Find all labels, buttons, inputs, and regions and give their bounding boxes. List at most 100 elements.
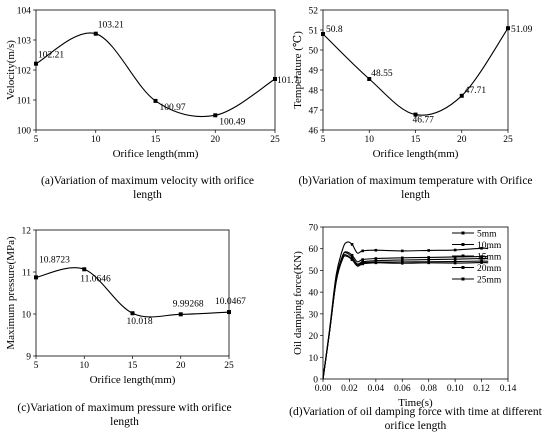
x-tick-label: 5 xyxy=(321,135,326,145)
series-line-10mm xyxy=(322,241,489,380)
x-tick-label: 15 xyxy=(411,135,421,145)
data-label: 103.21 xyxy=(98,21,124,31)
series-line-5mm xyxy=(322,254,489,380)
panel-caption: (a)Variation of maximum velocity with or… xyxy=(41,175,254,187)
y-tick-label: 50 xyxy=(309,47,319,57)
y-tick-label: 30 xyxy=(309,310,319,320)
data-point xyxy=(273,77,277,81)
y-axis-label: Maximum pressure(MPa) xyxy=(5,236,17,350)
y-tick-label: 52 xyxy=(309,7,319,17)
legend-label: 10mm xyxy=(477,241,502,251)
series-point-5mm xyxy=(480,261,483,264)
series-point-15mm xyxy=(480,257,483,260)
y-axis-label: Velocity(m/s) xyxy=(5,40,17,100)
y-tick-label: 104 xyxy=(17,7,32,17)
y-tick-label: 102 xyxy=(17,67,32,77)
x-tick-label: 0.14 xyxy=(500,384,517,394)
series-point-20mm xyxy=(350,253,354,257)
x-tick-label: 0.08 xyxy=(420,384,437,394)
x-tick-label: 15 xyxy=(128,361,138,371)
series-line-20mm xyxy=(322,251,489,380)
legend-marker xyxy=(461,254,465,258)
plot-frame xyxy=(322,226,509,380)
legend-marker xyxy=(461,243,465,246)
panel-caption: (b)Variation of maximum temperature with… xyxy=(298,175,532,187)
data-point xyxy=(34,61,38,66)
series-point-10mm xyxy=(427,249,431,252)
x-tick-label: 0.04 xyxy=(368,384,385,394)
data-point xyxy=(82,267,87,272)
data-label: 100.97 xyxy=(160,103,186,113)
series-point-10mm xyxy=(453,248,457,252)
series-point-10mm xyxy=(374,248,378,252)
series-point-25mm xyxy=(374,260,378,264)
x-tick-label: 0.00 xyxy=(315,384,332,394)
series-point-25mm xyxy=(400,260,404,264)
data-label: 51.09 xyxy=(511,25,533,35)
data-label: 50.8 xyxy=(326,25,343,35)
x-tick-label: 0.06 xyxy=(394,384,411,394)
x-tick-label: 25 xyxy=(224,361,234,371)
series-point-25mm xyxy=(361,261,364,265)
data-point xyxy=(367,77,372,81)
data-point xyxy=(93,31,98,36)
legend-marker xyxy=(461,277,465,281)
y-tick-label: 100 xyxy=(17,127,32,137)
y-tick-label: 10 xyxy=(309,354,319,364)
plot-frame xyxy=(322,9,509,131)
data-point xyxy=(153,98,158,103)
data-label: 102.21 xyxy=(38,51,64,61)
legend-marker xyxy=(461,231,465,235)
y-tick-label: 50 xyxy=(309,267,319,277)
series-point-10mm xyxy=(361,249,364,253)
data-point xyxy=(130,311,135,316)
legend-label: 15mm xyxy=(477,253,502,263)
series-point-20mm xyxy=(480,255,483,258)
series-point-15mm xyxy=(427,258,431,261)
data-point xyxy=(227,310,231,315)
data-point xyxy=(321,32,325,36)
series-point-15mm xyxy=(374,259,378,262)
series-line xyxy=(35,267,230,318)
x-tick-label: 10 xyxy=(365,135,375,145)
x-axis-label: Orifice length(mm) xyxy=(373,148,459,160)
series-point-15mm xyxy=(400,258,404,262)
x-axis-label: Time(s) xyxy=(398,397,433,409)
series-point-10mm xyxy=(400,249,404,253)
y-tick-label: 0 xyxy=(313,376,318,386)
y-tick-label: 49 xyxy=(309,67,319,77)
series-line-25mm xyxy=(322,255,489,380)
series-point-20mm xyxy=(361,258,364,261)
series-point-25mm xyxy=(480,259,483,263)
y-tick-label: 47 xyxy=(309,107,319,117)
panel-caption: length xyxy=(110,416,139,428)
x-tick-label: 0.12 xyxy=(473,384,490,394)
x-axis-label: Orifice length(mm) xyxy=(90,374,176,386)
series-point-20mm xyxy=(427,256,431,259)
data-label: 10.0467 xyxy=(215,297,246,307)
legend-label: 25mm xyxy=(477,276,502,286)
series-point-5mm xyxy=(453,261,457,265)
panel-caption: length xyxy=(133,189,162,201)
series-line xyxy=(322,27,509,116)
y-tick-label: 40 xyxy=(309,289,319,299)
plot-frame xyxy=(35,9,276,131)
x-axis-label: Orifice length(mm) xyxy=(113,148,199,160)
panel-caption: (d)Variation of oil damping force with t… xyxy=(289,406,543,418)
series-point-20mm xyxy=(453,255,457,259)
y-tick-label: 46 xyxy=(309,127,319,137)
panel-caption: orifice length xyxy=(385,420,447,432)
y-axis-label: Temperature (℃) xyxy=(292,31,304,109)
x-tick-label: 25 xyxy=(503,135,513,145)
panel-caption: length xyxy=(401,189,430,201)
data-label: 47.71 xyxy=(465,86,487,96)
data-point xyxy=(213,113,218,118)
series-line-15mm xyxy=(322,251,489,380)
x-tick-label: 20 xyxy=(211,135,221,145)
x-tick-label: 15 xyxy=(151,135,161,145)
data-point xyxy=(34,275,38,280)
x-tick-label: 25 xyxy=(270,135,280,145)
series-point-20mm xyxy=(374,257,378,260)
series-point-25mm xyxy=(350,258,354,261)
